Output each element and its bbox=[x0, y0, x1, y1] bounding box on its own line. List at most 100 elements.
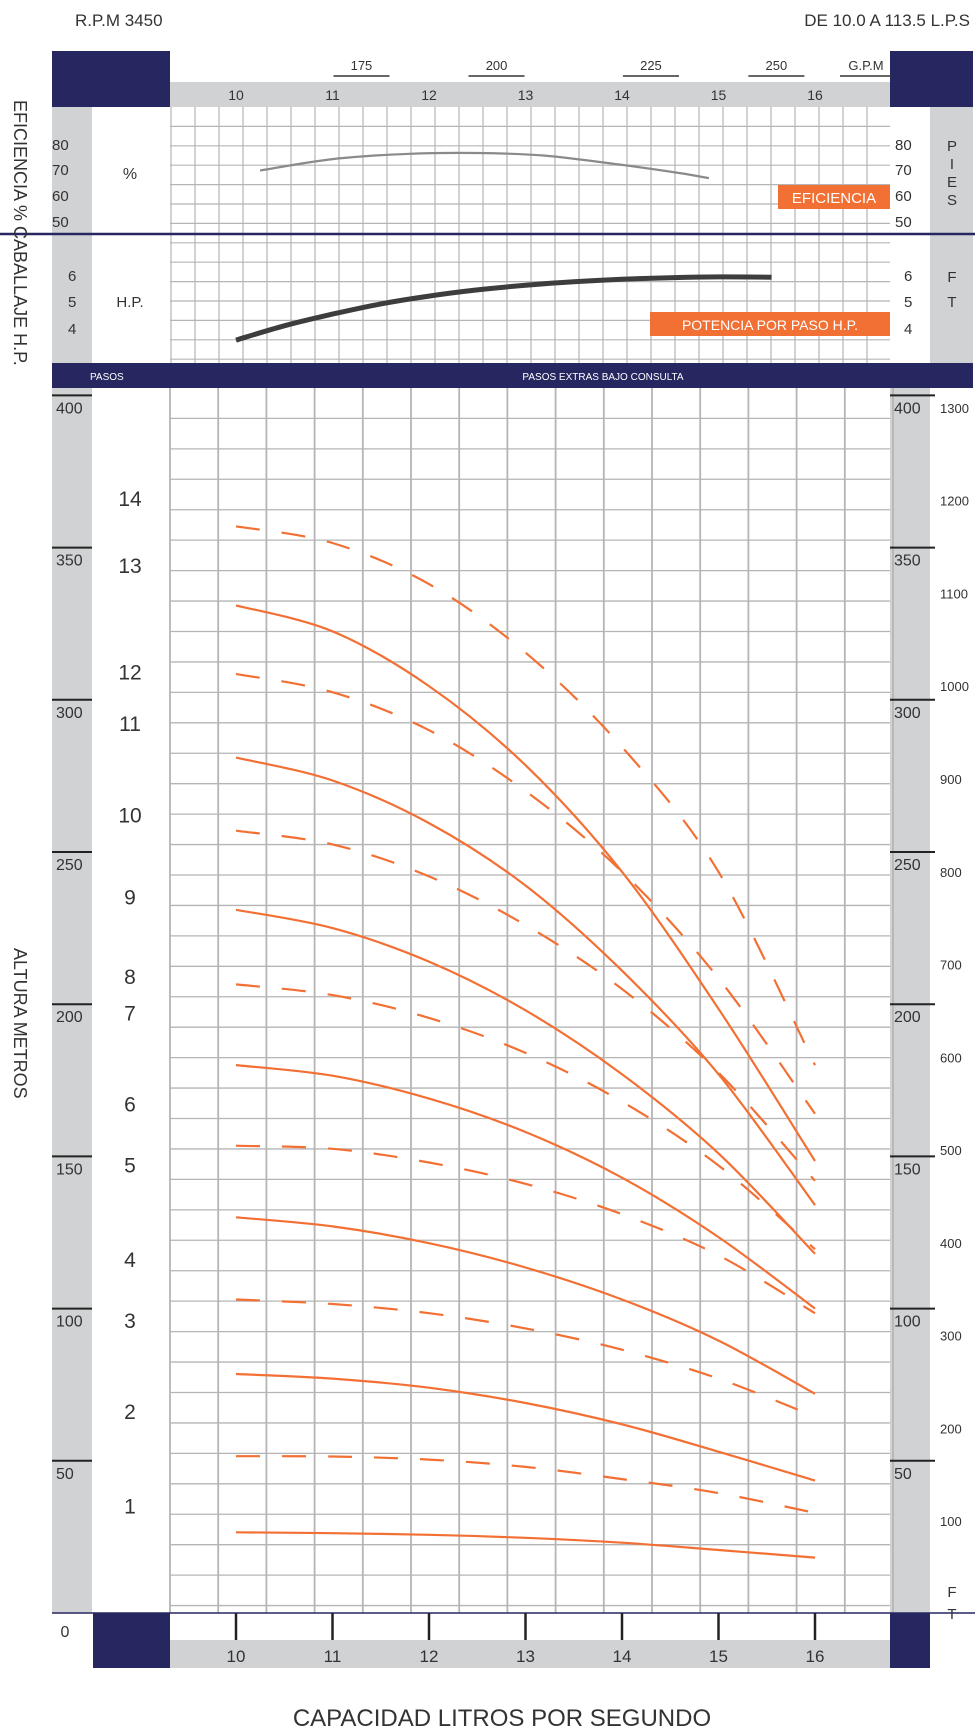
pies-letter: P bbox=[947, 138, 957, 155]
x-tick-label-top: 12 bbox=[421, 87, 437, 103]
head-ticks-left: 400 350 300 250 200 150 100 50 bbox=[52, 394, 92, 1483]
bottom-left-navy-block bbox=[93, 1613, 170, 1668]
pies-letter: S bbox=[947, 192, 957, 209]
stage-curve-12 bbox=[235, 672, 816, 1115]
stage-curve-7 bbox=[235, 1064, 816, 1310]
pasos-label: PASOS bbox=[90, 372, 124, 383]
stage-curve-3 bbox=[235, 1372, 816, 1482]
stage-label-14: 14 bbox=[118, 488, 142, 511]
efficiency-tick-right: 50 bbox=[895, 214, 912, 231]
ft-letter: F bbox=[947, 269, 956, 286]
ft-tick-label: 800 bbox=[940, 865, 962, 880]
efficiency-tick-right: 70 bbox=[895, 162, 912, 179]
power-tag: POTENCIA POR PASO H.P. bbox=[682, 317, 858, 333]
stage-label-10: 10 bbox=[118, 804, 141, 827]
stage-curve-6 bbox=[235, 1144, 816, 1315]
stage-curve-11 bbox=[235, 756, 816, 1206]
stage-label-3: 3 bbox=[124, 1310, 136, 1333]
stage-label-12: 12 bbox=[118, 661, 141, 684]
efficiency-tick-right: 60 bbox=[895, 188, 912, 205]
ft-tick-label: 1200 bbox=[940, 494, 969, 509]
stage-label-7: 7 bbox=[124, 1002, 136, 1025]
head-tick-left: 150 bbox=[56, 1161, 83, 1178]
stage-curve-8 bbox=[235, 983, 816, 1251]
ft-tick-label: 700 bbox=[940, 958, 962, 973]
head-tick-left: 200 bbox=[56, 1009, 83, 1026]
x-axis-top-labels: 10 11 12 13 14 15 16 bbox=[228, 87, 823, 103]
ft-tick-label: 300 bbox=[940, 1329, 962, 1344]
stage-label-1: 1 bbox=[124, 1495, 136, 1518]
efficiency-tag-bg bbox=[778, 185, 890, 209]
gpm-tick-label: 200 bbox=[486, 58, 508, 73]
ft-tick-label: 1000 bbox=[940, 679, 969, 694]
hp-tick-right: 5 bbox=[904, 294, 912, 311]
frame-panels bbox=[52, 51, 973, 1668]
head-ticks-right: 400 350 300 250 200 150 100 50 bbox=[890, 394, 935, 1483]
hp-unit-label: H.P. bbox=[116, 294, 143, 311]
efficiency-tick-left: 80 bbox=[52, 137, 69, 154]
ft-tick-label: 1100 bbox=[940, 586, 968, 601]
hp-curve bbox=[235, 274, 772, 343]
hp-tick-right: 6 bbox=[904, 268, 912, 285]
ft-tick-label: 1300 bbox=[940, 401, 969, 416]
efficiency-tick-left: 60 bbox=[52, 188, 69, 205]
top-right-navy-block bbox=[890, 51, 973, 107]
hp-ticks: 6 5 4 6 5 4 bbox=[68, 268, 912, 338]
efficiency-curve bbox=[259, 151, 710, 180]
head-tick-right: 50 bbox=[894, 1466, 912, 1483]
x-tick-label-bottom: 10 bbox=[227, 1647, 246, 1666]
x-tick-label-bottom: 15 bbox=[709, 1647, 728, 1666]
gpm-axis: 175 200 225 250 bbox=[333, 58, 805, 77]
hp-tick-left: 4 bbox=[68, 321, 76, 338]
head-tick-left: 100 bbox=[56, 1314, 83, 1331]
ft-bottom-letter: F bbox=[947, 1584, 956, 1601]
range-label: DE 10.0 A 113.5 L.P.S bbox=[804, 11, 970, 30]
x-tick-label-bottom: 14 bbox=[613, 1647, 632, 1666]
stage-label-4: 4 bbox=[124, 1249, 136, 1272]
head-tick-right: 400 bbox=[894, 400, 921, 417]
stage-curves bbox=[235, 525, 816, 1559]
x-tick-label-top: 10 bbox=[228, 87, 244, 103]
x-axis-bottom-ticks bbox=[234, 1613, 817, 1640]
ft-bottom-letter: T bbox=[947, 1606, 956, 1623]
origin-label: 0 bbox=[61, 1624, 70, 1641]
efficiency-hp-axis-title: EFICIENCIA % CABALLAJE H.P. bbox=[10, 100, 30, 366]
stage-curve-9 bbox=[235, 908, 816, 1255]
top-left-navy-block bbox=[52, 51, 170, 107]
capacity-axis-title: CAPACIDAD LITROS POR SEGUNDO bbox=[293, 1705, 711, 1732]
ft-tick-label: 400 bbox=[940, 1236, 962, 1251]
stage-label-5: 5 bbox=[124, 1155, 136, 1178]
percent-unit-label: % bbox=[123, 166, 137, 183]
gpm-tick-label: 175 bbox=[351, 58, 373, 73]
pasos-navy-band bbox=[52, 363, 973, 388]
feet-ticks: 1300 1200 1100 1000 900 800 700 600 500 400 300 200… bbox=[940, 401, 969, 1529]
ft-bottom-vertical-label: FT bbox=[947, 1584, 956, 1623]
ft-tick-label: 900 bbox=[940, 772, 962, 787]
left-gray-column-lower bbox=[52, 388, 92, 1613]
head-tick-right: 200 bbox=[894, 1009, 921, 1026]
stage-label-6: 6 bbox=[124, 1094, 136, 1117]
ft-tick-label: 200 bbox=[940, 1421, 962, 1436]
head-tick-right: 250 bbox=[894, 857, 921, 874]
rpm-label: R.P.M 3450 bbox=[75, 11, 163, 30]
head-tick-left: 50 bbox=[56, 1466, 74, 1483]
ft-letter: T bbox=[947, 294, 956, 311]
x-tick-label-bottom: 11 bbox=[324, 1647, 342, 1666]
pies-letter: I bbox=[950, 156, 954, 173]
head-tick-left: 400 bbox=[56, 400, 83, 417]
stage-curve-1 bbox=[235, 1531, 816, 1559]
ft-tick-label: 600 bbox=[940, 1050, 962, 1065]
stage-curve-4 bbox=[235, 1298, 816, 1418]
top-gray-band bbox=[170, 82, 890, 107]
stage-curve-10 bbox=[235, 829, 816, 1182]
right-gray-column-lower bbox=[890, 388, 930, 1613]
x-tick-label-top: 14 bbox=[614, 87, 630, 103]
ft-tick-label: 500 bbox=[940, 1143, 962, 1158]
bottom-right-navy-block bbox=[890, 1613, 930, 1668]
hp-tick-left: 6 bbox=[68, 268, 76, 285]
stage-label-2: 2 bbox=[124, 1401, 136, 1424]
stage-label-13: 13 bbox=[118, 555, 141, 578]
gpm-unit-label: G.P.M bbox=[848, 58, 883, 73]
